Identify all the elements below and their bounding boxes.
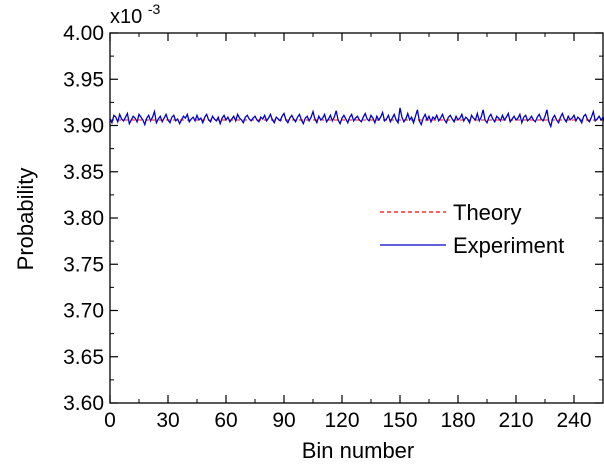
series-line-experiment	[109, 107, 604, 129]
plot-area: 0 30 60 90 120 150 180 210 240 3.60 3.65 3.70 3.75 3.…	[63, 22, 604, 432]
x-tick-label: 150	[382, 409, 417, 432]
y-tick-label: 3.95	[63, 68, 104, 91]
y-exponent-power: -3	[148, 1, 161, 17]
x-tick-label: 0	[104, 409, 116, 432]
x-axis-title: Bin number	[302, 438, 415, 463]
x-tick-label: 90	[272, 409, 295, 432]
x-tick-label: 120	[324, 409, 359, 432]
y-tick-label: 4.00	[63, 22, 104, 45]
plot-frame	[109, 32, 604, 404]
y-tick-label: 3.80	[63, 207, 104, 230]
legend: Theory Experiment	[380, 200, 564, 258]
x-tick-label: 180	[440, 409, 475, 432]
y-tick-label: 3.70	[63, 300, 104, 323]
legend-label-experiment: Experiment	[453, 233, 564, 258]
y-exponent-base: x10	[110, 6, 142, 28]
x-tick-label: 60	[214, 409, 237, 432]
y-axis-title: Probability	[13, 168, 38, 271]
legend-label-theory: Theory	[453, 200, 521, 225]
x-tick-label: 240	[556, 409, 591, 432]
y-tick-label: 3.85	[63, 161, 104, 184]
y-tick-label: 3.75	[63, 253, 104, 276]
x-tick-label: 210	[498, 409, 533, 432]
x-tick-label: 30	[156, 409, 179, 432]
y-tick-label: 3.60	[63, 392, 104, 415]
y-tick-label: 3.90	[63, 115, 104, 138]
y-tick-label: 3.65	[63, 346, 104, 369]
y-exponent-label: x10 -3	[110, 1, 160, 28]
